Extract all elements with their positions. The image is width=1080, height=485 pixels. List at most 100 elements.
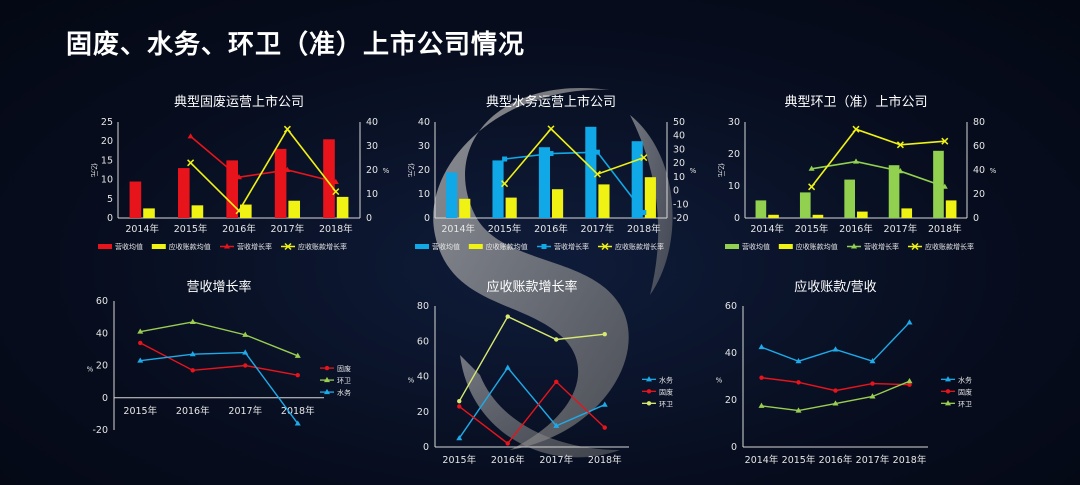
x-tick-label: 2014年: [750, 223, 784, 235]
legend-marker: [284, 242, 292, 251]
series-line: [503, 127, 645, 185]
data-point: [796, 380, 801, 385]
data-point: [505, 441, 510, 446]
y2-tick-label: 0: [673, 186, 679, 197]
page-title: 固废、水务、环卫（准）上市公司情况: [66, 30, 526, 60]
data-point: [294, 352, 301, 358]
data-point: [641, 210, 647, 216]
x-tick-label: 2014年: [745, 454, 779, 466]
legend-marker: [324, 388, 330, 395]
y-tick-label: 25: [101, 117, 113, 128]
x-tick-label: 2016年: [819, 454, 853, 466]
y-tick-label: 80: [417, 301, 429, 312]
y-axis-label: %: [408, 377, 415, 385]
x-tick-label: 2015年: [442, 454, 476, 466]
y-tick-label: -20: [92, 425, 108, 436]
y2-tick-label: 30: [366, 141, 378, 152]
series-line: [458, 315, 605, 402]
data-point: [553, 422, 560, 428]
y-axis-label: 亿元: [717, 163, 726, 177]
data-point: [852, 125, 860, 133]
bar: [644, 177, 656, 218]
x-tick-label: 2017年: [539, 454, 573, 466]
x-tick-label: 2017年: [884, 223, 918, 235]
data-point: [601, 401, 608, 407]
legend-marker: [646, 401, 652, 406]
data-point: [808, 183, 816, 191]
chart-title: 营收增长率: [186, 279, 251, 295]
y2-tick-label: -10: [673, 199, 689, 210]
legend-label: 营收均值: [742, 242, 770, 251]
legend-swatch: [98, 244, 112, 249]
y-axis-label: %: [87, 366, 94, 374]
legend-marker: [945, 400, 951, 406]
data-point: [795, 407, 802, 413]
y2-tick-label: 20: [973, 189, 985, 200]
data-point: [457, 404, 462, 409]
data-point: [640, 154, 648, 162]
data-point: [906, 319, 913, 325]
data-point: [243, 363, 248, 368]
x-tick-label: 2018年: [928, 223, 962, 235]
y-tick-label: 10: [101, 175, 113, 186]
legend-marker: [224, 243, 230, 249]
y2-tick-label: 40: [673, 131, 685, 142]
bar: [631, 141, 643, 218]
chart-sanitation-operators: 典型环卫（准）上市公司 0 10 20 30 0 20 40 60 80 2014年 2015年 201…: [717, 94, 997, 251]
data-point: [189, 351, 196, 357]
legend-label: 水务: [958, 375, 972, 384]
x-tick-label: 2018年: [281, 405, 315, 417]
bar: [598, 184, 610, 218]
bar: [226, 160, 238, 218]
x-tick-label: 2016年: [176, 405, 210, 417]
data-point: [505, 314, 510, 319]
x-tick-label: 2018年: [319, 223, 353, 235]
data-point: [242, 349, 249, 355]
y-tick-label: 60: [96, 296, 108, 307]
legend-label: 应收账款均值: [169, 242, 211, 251]
y2-tick-label: 20: [366, 165, 378, 176]
y-tick-label: 0: [107, 213, 113, 224]
y2-tick-label: 60: [973, 141, 985, 152]
data-point: [808, 165, 815, 171]
x-tick-label: 2015年: [782, 454, 816, 466]
legend-swatch: [725, 244, 739, 249]
x-tick-label: 2016年: [839, 223, 873, 235]
legend-marker: [646, 389, 652, 394]
legend-swatch: [468, 244, 483, 249]
data-point: [548, 151, 554, 157]
data-point: [941, 183, 948, 189]
y2-axis-label: %: [383, 167, 390, 175]
chart-receivables-to-revenue: 应收账款/营收 0 20 40 60 2014年 2015年 2016年 2017年 2018年%…: [716, 279, 972, 466]
data-point: [501, 180, 509, 188]
data-point: [593, 170, 601, 178]
series-line: [504, 151, 645, 214]
legend-label: 环卫: [958, 400, 972, 408]
legend-label: 环卫: [337, 377, 351, 385]
data-point: [897, 168, 904, 174]
x-tick-label: 2018年: [893, 454, 927, 466]
data-point: [758, 402, 765, 408]
chart-title: 应收账款/营收: [794, 279, 876, 295]
bar: [492, 160, 504, 218]
bar: [857, 211, 868, 218]
y-tick-label: 60: [725, 301, 737, 312]
data-point: [283, 125, 291, 133]
y-tick-label: 10: [418, 189, 430, 200]
data-point: [795, 358, 802, 364]
y-tick-label: 20: [725, 395, 737, 406]
data-point: [137, 328, 144, 334]
legend-marker: [324, 376, 330, 383]
y-tick-label: 0: [731, 442, 737, 453]
x-tick-label: 2017年: [228, 405, 262, 417]
data-point: [456, 434, 463, 441]
data-point: [602, 425, 607, 430]
bar: [446, 172, 458, 218]
series-line: [139, 342, 298, 376]
bar: [240, 204, 252, 218]
chart-revenue-growth: 营收增长率 -20 0 20 40 60 2015年 2016年 2017年 2018年% 固废环卫…: [87, 279, 351, 436]
data-point: [594, 149, 600, 155]
data-point: [294, 420, 301, 426]
y-tick-label: 15: [101, 155, 113, 166]
bar: [336, 196, 349, 218]
